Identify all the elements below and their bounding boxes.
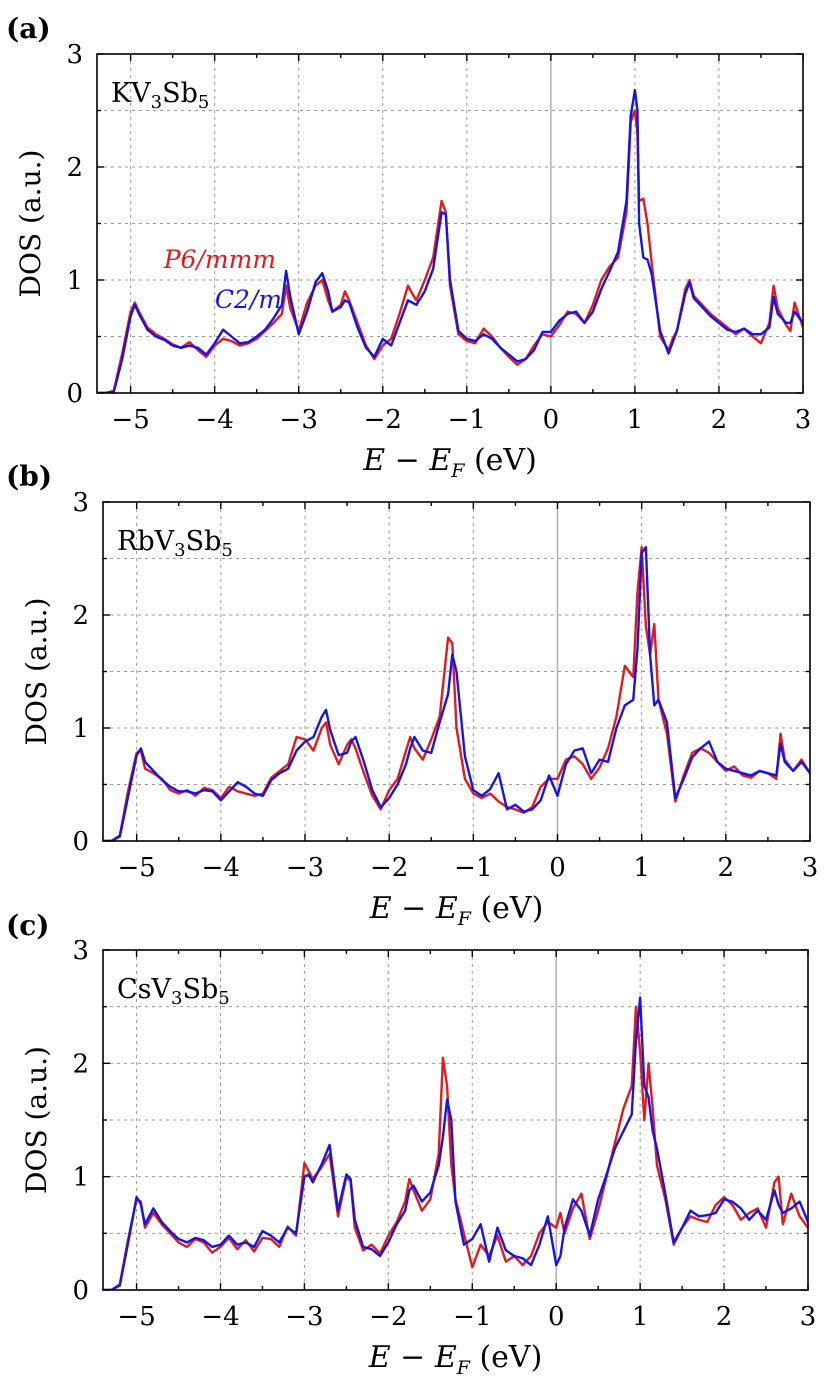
- series-line-c2m: [103, 546, 810, 841]
- x-label-subscript-f: F: [457, 908, 472, 930]
- x-tick-label: 0: [543, 405, 560, 435]
- series-group: [103, 546, 810, 841]
- compound-mid: Sb: [182, 974, 218, 1005]
- x-label-ef: E: [435, 891, 458, 926]
- x-tick-label: −2: [369, 1302, 407, 1332]
- compound-subscript-2: 5: [198, 92, 209, 113]
- x-tick-label: 0: [548, 1302, 565, 1332]
- y-tick-label: 1: [72, 714, 89, 744]
- x-label-minus: −: [392, 891, 436, 926]
- compound-subscript-2: 5: [218, 988, 229, 1009]
- y-axis-label: DOS (a.u.): [20, 598, 53, 746]
- compound-subscript-1: 3: [174, 540, 185, 561]
- x-label-ef: E: [434, 1340, 457, 1375]
- x-tick-label: −4: [196, 405, 234, 435]
- x-label-unit: (eV): [471, 891, 543, 926]
- x-tick-label: 3: [802, 853, 819, 883]
- y-tick-label: 3: [66, 40, 83, 70]
- x-tick-label: −5: [118, 853, 156, 883]
- y-tick-label: 3: [72, 488, 89, 518]
- x-axis-label: E − EF (eV): [368, 1340, 543, 1379]
- x-tick-label: 3: [800, 1302, 817, 1332]
- x-tick-label: −5: [111, 405, 149, 435]
- compound-mid: Sb: [186, 526, 222, 557]
- x-label-minus: −: [391, 1340, 435, 1375]
- x-axis-label: E − EF (eV): [369, 891, 544, 930]
- x-tick-label: −3: [285, 1302, 323, 1332]
- x-tick-label: 1: [633, 853, 650, 883]
- panel-letter: (b): [6, 460, 52, 493]
- x-tick-label: −3: [280, 405, 318, 435]
- x-tick-label: 0: [549, 853, 566, 883]
- x-label-subscript-f: F: [456, 1357, 471, 1379]
- y-tick-label: 2: [72, 1049, 89, 1079]
- panel-letter: (c): [6, 909, 50, 942]
- x-label-unit: (eV): [464, 443, 536, 478]
- x-label-ef: E: [428, 443, 451, 478]
- y-tick-label: 3: [72, 936, 89, 966]
- series-group: [97, 88, 803, 393]
- x-label-minus: −: [385, 443, 429, 478]
- compound-subscript-1: 3: [171, 988, 182, 1009]
- x-tick-label: −4: [202, 853, 240, 883]
- compound-base: CsV: [117, 974, 172, 1005]
- y-tick-label: 2: [72, 601, 89, 631]
- compound-label: RbV3Sb5: [117, 526, 233, 561]
- x-tick-label: 2: [711, 405, 728, 435]
- series-line-p6mmm: [103, 546, 810, 841]
- compound-subscript-1: 3: [151, 92, 162, 113]
- x-label-subscript-f: F: [450, 460, 465, 482]
- y-axis-label: DOS (a.u.): [14, 150, 47, 298]
- series-line-c2m: [97, 88, 803, 393]
- x-tick-label: −5: [117, 1302, 155, 1332]
- grid: [103, 950, 809, 1290]
- x-tick-label: −3: [286, 853, 324, 883]
- x-axis-label: E − EF (eV): [362, 443, 537, 482]
- x-tick-label: 3: [795, 405, 812, 435]
- compound-subscript-2: 5: [221, 540, 232, 561]
- y-tick-label: 0: [66, 379, 83, 409]
- x-tick-label: 1: [627, 405, 644, 435]
- compound-mid: Sb: [162, 78, 198, 109]
- x-label-e: E: [368, 1340, 391, 1375]
- y-tick-label: 2: [66, 153, 83, 183]
- x-tick-label: −2: [364, 405, 402, 435]
- x-tick-label: −1: [453, 1302, 491, 1332]
- x-tick-label: −1: [454, 853, 492, 883]
- y-tick-label: 0: [72, 1276, 89, 1306]
- y-tick-label: 1: [66, 266, 83, 296]
- series-line-c2m: [103, 996, 808, 1290]
- compound-label: KV3Sb5: [111, 78, 209, 113]
- x-tick-label: 2: [716, 1302, 733, 1332]
- compound-label: CsV3Sb5: [117, 974, 230, 1009]
- compound-base: KV: [111, 78, 151, 109]
- x-label-e: E: [369, 891, 392, 926]
- x-tick-label: 2: [718, 853, 735, 883]
- x-label-e: E: [362, 443, 385, 478]
- x-tick-label: 1: [632, 1302, 649, 1332]
- legend-label-c2m: C2/m: [215, 285, 282, 314]
- y-axis-label: DOS (a.u.): [20, 1046, 53, 1194]
- x-tick-label: −1: [448, 405, 486, 435]
- x-tick-label: −4: [201, 1302, 239, 1332]
- y-tick-label: 1: [72, 1163, 89, 1193]
- x-label-unit: (eV): [470, 1340, 542, 1375]
- compound-base: RbV: [117, 526, 175, 557]
- x-tick-label: −2: [370, 853, 408, 883]
- series-group: [103, 996, 808, 1290]
- panel-letter: (a): [6, 12, 51, 45]
- legend-label-p6mmm: P6/mmm: [163, 245, 276, 274]
- series-line-p6mmm: [103, 1005, 808, 1290]
- y-tick-label: 0: [72, 827, 89, 857]
